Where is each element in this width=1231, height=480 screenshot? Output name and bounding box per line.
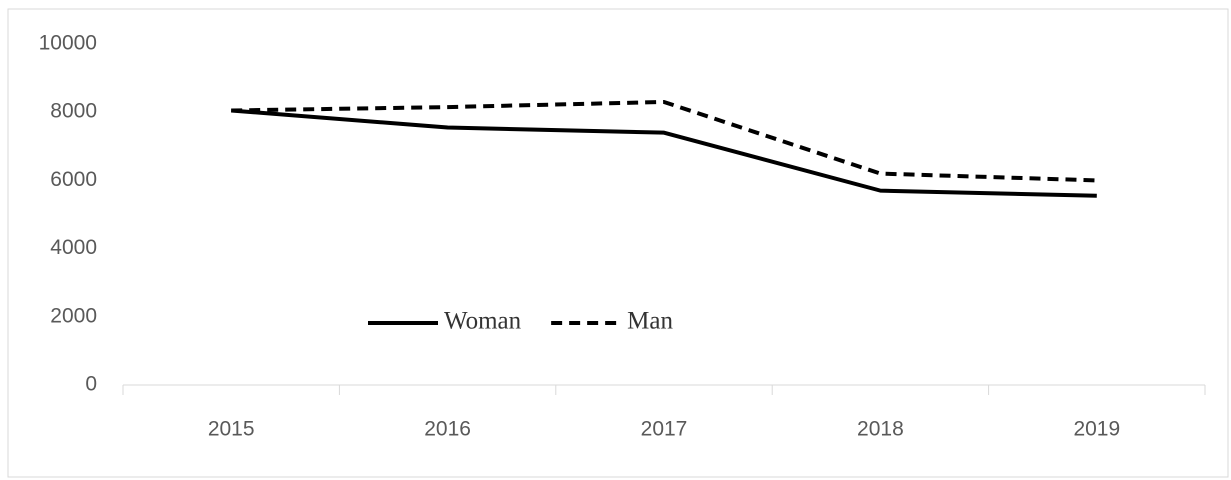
- x-tick-label: 2015: [208, 418, 255, 441]
- x-tick-label: 2019: [1073, 418, 1120, 441]
- x-tick-label: 2016: [424, 418, 471, 441]
- y-tick-label: 2000: [50, 304, 97, 327]
- y-tick-label: 4000: [50, 236, 97, 259]
- x-tick-label: 2018: [857, 418, 904, 441]
- y-tick-label: 8000: [50, 100, 97, 123]
- y-tick-label: 6000: [50, 168, 97, 191]
- y-tick-label: 10000: [39, 32, 97, 55]
- line-series: [231, 108, 1097, 198]
- line-series: [231, 99, 1097, 183]
- x-tick-label: 2017: [641, 418, 688, 441]
- legend-label: Woman: [444, 308, 522, 335]
- legend-label: Man: [627, 308, 673, 335]
- chart-border: [7, 8, 1229, 478]
- y-tick-label: 0: [85, 373, 97, 396]
